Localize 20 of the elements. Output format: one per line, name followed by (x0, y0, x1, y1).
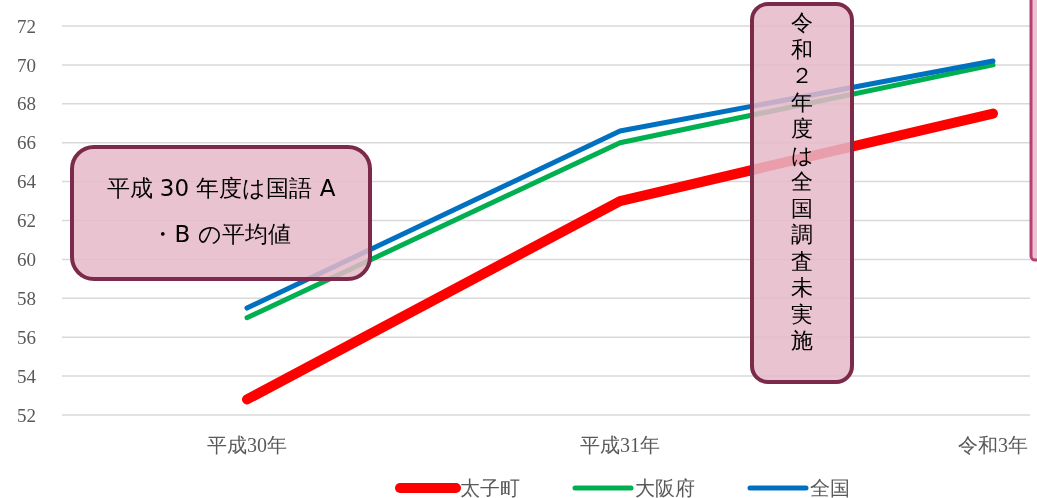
y-tick-label: 56 (17, 326, 36, 348)
y-tick-label: 66 (17, 132, 36, 154)
y-tick-label: 72 (17, 15, 36, 37)
legend-label: 全国 (810, 477, 850, 498)
x-tick-label: 令和3年 (958, 434, 1028, 456)
callout-box: 令和２年度は全国調査未実施 (750, 2, 854, 384)
annotation: 平成 30 年度は国語 A・B の平均値 (106, 175, 336, 247)
y-tick-label: 60 (17, 249, 36, 271)
legend-label: 大阪府 (635, 477, 695, 498)
y-tick-label: 70 (17, 54, 36, 76)
x-tick-label: 平成30年 (207, 434, 287, 456)
y-tick-label: 52 (17, 404, 36, 426)
y-tick-label: 64 (17, 171, 37, 193)
y-tick-label: 68 (17, 93, 36, 115)
callout-box: 平成 30 年度は国語 A・B の平均値 (70, 145, 372, 281)
y-tick-label: 54 (17, 365, 37, 387)
legend-label: 太子町 (460, 477, 520, 498)
x-tick-label: 平成31年 (580, 434, 660, 456)
y-tick-label: 58 (17, 287, 36, 309)
y-tick-label: 62 (17, 210, 36, 232)
